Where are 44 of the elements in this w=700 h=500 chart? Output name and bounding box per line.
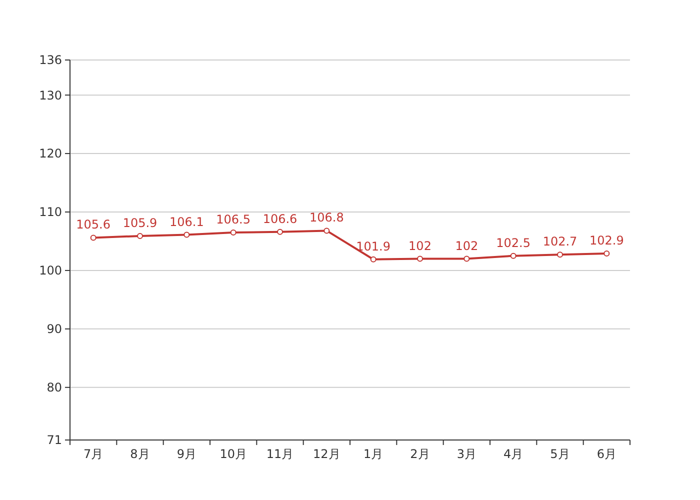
x-tick-label: 3月 [456,447,476,461]
point [277,228,283,235]
x-tick-label: 6月 [596,447,616,461]
data-label: 106.6 [262,212,298,226]
data-label: 102 [408,238,432,253]
y-tick-label: 71 [46,433,62,448]
point [464,256,470,262]
x-tick-label: 5月 [550,447,570,461]
data-label: 105.6 [76,218,111,232]
x-tick-label: 1月 [364,447,384,461]
y-tick-label: 100 [39,264,62,278]
y-tick-label: 130 [39,88,62,102]
x-tick-label: 8月 [130,447,150,461]
y-tick-label: 120 [39,146,62,161]
y-tick-label: 90 [46,322,62,336]
data-label: 102.9 [589,234,624,248]
point [370,256,376,262]
data-label: 102.7 [542,234,578,249]
data-label: 106.5 [216,212,251,226]
point [137,232,143,239]
point [557,252,563,258]
data-label: 101.9 [356,239,391,254]
y-tick-label: 136 [39,53,62,68]
x-tick-label: 7月 [84,447,104,461]
x-tick-label: 12月 [313,447,340,461]
data-label: 106.1 [169,214,204,229]
x-tick-label: 9月 [176,447,196,461]
x-tick-label: 11月 [266,447,294,461]
point [324,228,330,234]
point [604,250,610,257]
data-label: 102 [455,238,478,253]
x-tick-label: 10月 [220,447,247,461]
data-label: 105.9 [122,216,158,230]
x-tick-label: 2月 [410,447,430,461]
x-tick-label: 4月 [504,447,524,461]
data-label: 102.5 [496,236,531,250]
point [417,256,423,262]
point [184,232,190,238]
point [90,234,96,241]
y-tick-label: 80 [46,380,62,395]
y-tick-label: 110 [39,205,62,220]
data-label: 106.8 [309,210,344,225]
point [230,229,236,236]
point [510,252,516,259]
